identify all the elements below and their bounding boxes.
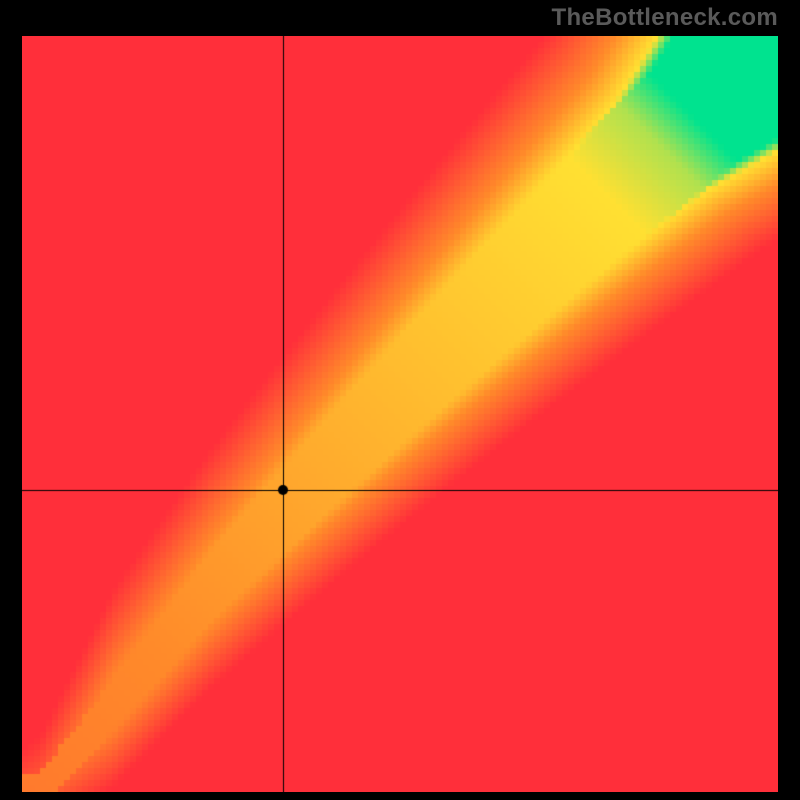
chart-container: TheBottleneck.com <box>0 0 800 800</box>
watermark-text: TheBottleneck.com <box>552 4 778 32</box>
bottleneck-heatmap <box>22 36 778 792</box>
